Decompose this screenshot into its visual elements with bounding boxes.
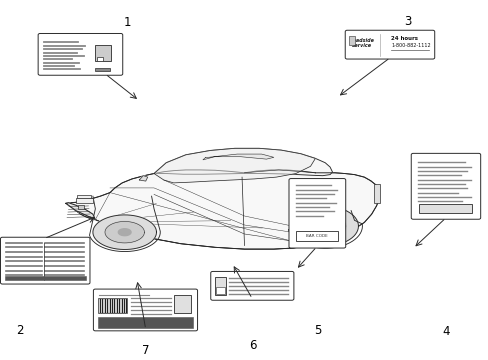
Text: 7: 7	[142, 345, 149, 357]
Polygon shape	[154, 148, 332, 176]
Bar	[98, 298, 127, 313]
Bar	[295, 231, 337, 241]
Text: BAR CODE: BAR CODE	[305, 234, 327, 238]
FancyBboxPatch shape	[345, 30, 434, 59]
Text: 4: 4	[441, 325, 449, 338]
Polygon shape	[118, 229, 131, 236]
Bar	[98, 317, 193, 328]
FancyBboxPatch shape	[0, 237, 90, 284]
Text: 2: 2	[16, 324, 23, 337]
Bar	[373, 184, 379, 203]
FancyBboxPatch shape	[210, 271, 293, 300]
Polygon shape	[66, 170, 378, 249]
Bar	[5, 276, 85, 280]
Bar	[216, 287, 224, 294]
Text: Service: Service	[351, 43, 371, 48]
Bar	[77, 195, 91, 198]
Bar	[95, 45, 111, 61]
Text: 1-800-882-1112: 1-800-882-1112	[390, 43, 430, 48]
Bar	[95, 68, 109, 71]
FancyBboxPatch shape	[38, 33, 122, 75]
Text: 6: 6	[248, 339, 256, 352]
Text: 1: 1	[123, 16, 131, 29]
FancyBboxPatch shape	[410, 153, 480, 219]
Bar	[418, 204, 471, 213]
Polygon shape	[66, 203, 95, 220]
Text: 3: 3	[404, 15, 411, 28]
Polygon shape	[105, 221, 144, 243]
Polygon shape	[304, 214, 345, 238]
Polygon shape	[139, 176, 147, 181]
FancyBboxPatch shape	[288, 179, 345, 248]
Polygon shape	[318, 222, 331, 230]
Polygon shape	[95, 193, 307, 249]
Polygon shape	[154, 148, 315, 183]
Bar	[76, 198, 93, 203]
Text: 24 hours: 24 hours	[390, 36, 417, 41]
Polygon shape	[291, 206, 358, 246]
Bar	[173, 295, 190, 313]
Bar	[78, 205, 84, 209]
FancyBboxPatch shape	[93, 289, 197, 331]
Bar	[215, 277, 225, 295]
Polygon shape	[203, 154, 273, 160]
Bar	[348, 36, 354, 45]
Text: Roadside: Roadside	[349, 38, 373, 43]
Text: 5: 5	[313, 324, 321, 337]
Polygon shape	[93, 215, 156, 249]
Bar	[97, 57, 102, 61]
